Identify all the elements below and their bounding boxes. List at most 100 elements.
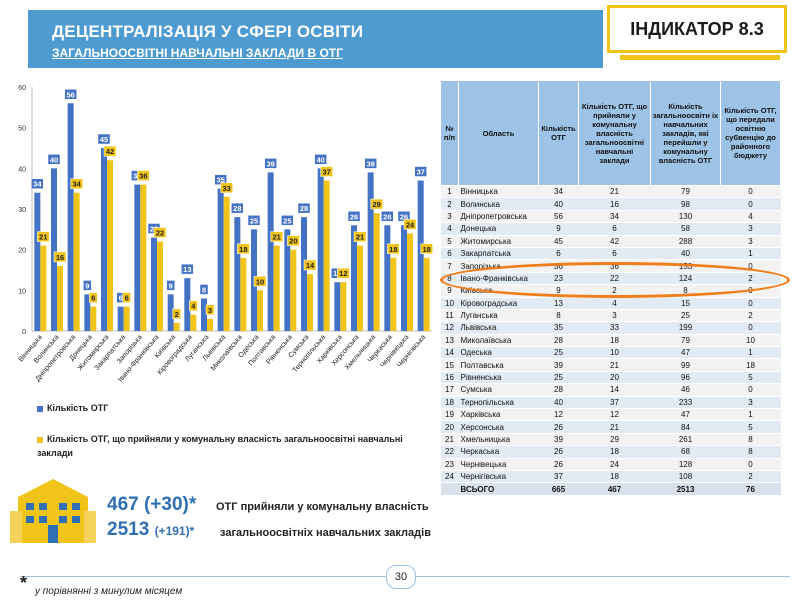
table-cell: 7 — [440, 259, 459, 273]
table-cell: 26 — [538, 420, 579, 434]
data-label-box — [353, 231, 367, 242]
table-cell: 0 — [720, 383, 781, 397]
table-cell: 9 — [538, 222, 579, 236]
table-cell: 5 — [440, 235, 459, 248]
table-cell: 25 — [538, 346, 579, 360]
data-label: 14 — [306, 261, 315, 270]
data-label-box — [137, 170, 150, 181]
data-label: 26 — [350, 212, 358, 221]
data-label: 39 — [266, 159, 274, 168]
total-cell — [440, 482, 459, 496]
table-cell: 12 — [578, 408, 651, 422]
summary-line-2: 2513 (+191)* — [107, 519, 194, 541]
total-cell: 2513 — [650, 482, 721, 496]
table-row: 21 Хмельницька 39 29 261 8 — [440, 433, 781, 447]
table-row: 19 Харківська 12 12 47 1 — [440, 408, 781, 422]
region-name-cell: Луганська — [458, 309, 539, 323]
region-name-cell: Чернівецька — [458, 458, 539, 472]
data-label-box — [287, 235, 300, 246]
table-cell: 37 — [538, 470, 579, 484]
bar-total — [417, 180, 424, 331]
data-label: 45 — [100, 135, 108, 144]
table-row: 4 Донецька 9 6 58 3 — [440, 222, 781, 236]
table-row: 13 Миколаївська 28 18 79 10 — [440, 334, 781, 348]
data-label: 28 — [233, 204, 241, 213]
data-label-box — [253, 276, 267, 287]
bar-accepted — [307, 274, 313, 331]
summary-value-1: 467 — [107, 494, 139, 515]
table-cell: 10 — [720, 334, 781, 348]
table-row: 1 Вінницька 34 21 79 0 — [440, 185, 781, 199]
data-label-box — [403, 219, 417, 230]
bar-accepted — [57, 265, 63, 331]
summary-delta-2: (+191)* — [154, 524, 195, 538]
table-cell: 199 — [650, 321, 721, 335]
table-cell: 33 — [578, 321, 651, 335]
region-name-cell: Рівненська — [458, 371, 539, 385]
table-cell: 1 — [440, 185, 459, 199]
bar-accepted — [140, 184, 147, 331]
bar-total — [67, 103, 74, 331]
data-label-box — [83, 280, 92, 291]
data-label: 40 — [316, 155, 324, 164]
data-label: 3 — [208, 306, 212, 315]
data-label: 26 — [383, 212, 391, 221]
data-label: 24 — [406, 220, 415, 229]
table-cell: 13 — [440, 334, 459, 348]
y-tick-label: 10 — [18, 288, 26, 295]
bar-accepted — [157, 241, 163, 331]
table-row: 12 Львівська 35 33 199 0 — [440, 321, 781, 335]
table-cell: 15 — [440, 358, 459, 372]
highlight-ring-zaporizka — [440, 262, 790, 298]
table-cell: 1 — [720, 247, 781, 261]
data-label-box — [297, 202, 311, 214]
table-cell: 6 — [578, 222, 651, 236]
data-label: 6 — [119, 294, 123, 303]
bar-total — [117, 306, 124, 331]
table-cell: 0 — [720, 185, 781, 199]
table-cell: 8 — [720, 445, 781, 459]
table-cell: 98 — [650, 197, 721, 211]
data-label: 18 — [239, 245, 247, 254]
indicator-badge: ІНДИКАТОР 8.3 — [607, 5, 787, 53]
table-cell: 25 — [538, 371, 579, 385]
y-tick-label: 50 — [18, 126, 26, 133]
data-label-box — [199, 284, 209, 295]
data-label: 18 — [389, 245, 397, 254]
table-cell: 39 — [538, 358, 579, 372]
table-cell: 17 — [440, 383, 459, 397]
data-label-box — [122, 292, 131, 303]
table-row: 16 Рівненська 25 20 96 5 — [440, 371, 781, 385]
data-label: 28 — [300, 204, 308, 213]
table-cell: 1 — [720, 346, 781, 360]
bar-total — [167, 294, 174, 331]
data-label-box — [314, 154, 327, 165]
y-tick-label: 40 — [18, 166, 26, 173]
data-label: 9 — [85, 281, 89, 290]
table-cell: 0 — [720, 458, 781, 472]
data-label-box — [231, 202, 244, 214]
data-label-box — [47, 154, 61, 165]
total-cell: 467 — [578, 482, 651, 496]
table-header-cell: Область — [458, 80, 539, 186]
region-name-cell: Вінницька — [458, 185, 539, 199]
table-cell: 14 — [578, 383, 651, 397]
bar-accepted — [223, 196, 230, 331]
table-cell: 108 — [650, 470, 721, 484]
data-label-box — [237, 243, 250, 255]
table-cell: 21 — [440, 433, 459, 447]
table-cell: 68 — [650, 445, 721, 459]
bar-total — [317, 168, 324, 331]
table-cell: 26 — [538, 445, 579, 459]
region-name-cell: Чернігівська — [458, 470, 539, 484]
summary-line-1: 467 (+30)* — [107, 494, 196, 516]
bar-total — [301, 217, 307, 331]
bar-total — [267, 172, 274, 331]
footnote-star: * — [20, 573, 28, 593]
bar-total — [384, 225, 391, 331]
bar-accepted — [123, 306, 130, 331]
data-label-box — [64, 89, 77, 100]
table-cell: 233 — [650, 396, 721, 410]
table-cell: 8 — [720, 433, 781, 447]
table-cell: 1 — [720, 408, 781, 422]
